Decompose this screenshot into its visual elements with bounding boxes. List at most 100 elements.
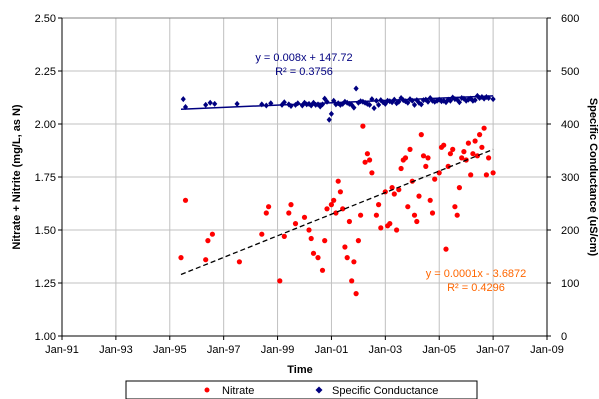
- nitrate-point: [407, 146, 413, 152]
- nitrate-point: [263, 210, 269, 216]
- nitrate-point: [461, 149, 467, 155]
- conductance-point: [483, 94, 489, 100]
- conductance-point: [376, 101, 382, 108]
- nitrate-point: [452, 204, 458, 210]
- conductance-trendline: [180, 95, 494, 110]
- x-axis-title: Time: [287, 364, 312, 376]
- nitrate-point: [349, 278, 355, 284]
- nitrate-point: [470, 151, 476, 157]
- conductance-trend-equation: y = 0.008x + 147.72: [255, 52, 352, 64]
- x-tick-label: Jan-09: [530, 344, 564, 356]
- left-y-axis-title: Nitrate + Nitrite (mg/L, as N): [11, 104, 23, 250]
- nitrate-point: [358, 212, 364, 218]
- nitrate-point: [376, 202, 382, 208]
- x-tick-label: Jan-07: [476, 344, 510, 356]
- left-y-tick-label: 1.50: [35, 225, 56, 237]
- nitrate-point: [209, 231, 215, 237]
- nitrate-point: [418, 132, 424, 138]
- conductance-point: [337, 101, 343, 108]
- nitrate-point: [346, 218, 352, 225]
- nitrate-point: [369, 170, 375, 176]
- nitrate-point: [331, 197, 337, 203]
- conductance-point: [486, 95, 492, 101]
- conductance-point: [394, 100, 400, 107]
- nitrate-point: [362, 159, 368, 165]
- conductance-point: [367, 101, 373, 108]
- conductance-point: [389, 99, 395, 106]
- nitrate-point: [474, 153, 480, 159]
- nitrate-point: [483, 172, 489, 178]
- nitrate-point: [429, 210, 436, 216]
- x-tick-label: Jan-91: [45, 344, 79, 356]
- conductance-trend-r2: R² = 0.3756: [275, 66, 333, 78]
- conductance-point: [382, 100, 388, 107]
- nitrate-point: [292, 221, 299, 227]
- nitrate-point: [182, 197, 189, 203]
- x-tick-label: Jan-97: [207, 344, 241, 356]
- left-y-tick-label: 1.75: [35, 172, 56, 184]
- nitrate-point: [465, 140, 471, 146]
- conductance-point: [281, 99, 287, 106]
- nitrate-point: [394, 227, 400, 233]
- nitrate-point: [344, 255, 350, 261]
- nitrate-point: [436, 170, 442, 176]
- right-y-tick-label: 300: [561, 172, 579, 184]
- x-tick-label: Jan-03: [369, 344, 403, 356]
- nitrate-point: [479, 144, 485, 150]
- nitrate-point: [472, 138, 478, 144]
- conductance-point: [328, 110, 334, 117]
- conductance-point: [425, 98, 431, 105]
- nitrate-point: [441, 142, 447, 148]
- conductance-point: [405, 99, 411, 106]
- conductance-point: [398, 95, 404, 101]
- conductance-point: [326, 116, 332, 123]
- right-y-axis-title: Specific Conductance (uS/cm): [587, 98, 599, 257]
- conductance-point: [456, 99, 462, 106]
- nitrate-point: [443, 246, 449, 252]
- trendlines: [180, 95, 494, 276]
- conductance-point: [380, 99, 386, 106]
- right-y-tick-label: 600: [561, 13, 579, 25]
- nitrate-trend-r2: R² = 0.4296: [447, 282, 505, 294]
- nitrate-point: [490, 170, 496, 176]
- nitrate-point: [405, 204, 411, 210]
- nitrate-point: [450, 146, 456, 152]
- nitrate-point: [378, 225, 384, 231]
- conductance-point: [212, 100, 218, 107]
- nitrate-point: [324, 206, 330, 212]
- nitrate-point: [411, 212, 418, 218]
- nitrate-point: [456, 185, 462, 191]
- conductance-point: [355, 99, 361, 106]
- nitrate-point: [266, 204, 272, 210]
- conductance-point: [234, 100, 240, 107]
- nitrate-point: [477, 132, 483, 138]
- nitrate-point: [414, 218, 420, 225]
- nitrate-point: [468, 172, 474, 178]
- conductance-point: [490, 96, 496, 103]
- nitrate-point: [310, 250, 317, 256]
- nitrate-point: [353, 291, 359, 297]
- nitrate-point: [360, 123, 366, 129]
- nitrate-point: [416, 193, 422, 199]
- nitrate-point: [328, 202, 334, 208]
- nitrate-point: [423, 163, 429, 169]
- nitrate-point: [286, 210, 292, 216]
- conductance-point: [411, 101, 418, 108]
- right-y-tick-label: 500: [561, 66, 579, 78]
- nitrate-point: [355, 238, 361, 244]
- conductance-point: [418, 101, 424, 108]
- nitrate-point: [391, 191, 397, 197]
- x-tick-label: Jan-99: [261, 344, 295, 356]
- legend-conductance-marker: [315, 386, 323, 394]
- conductance-point: [477, 95, 483, 101]
- left-y-tick-label: 2.00: [35, 119, 56, 131]
- nitrate-point: [364, 151, 370, 157]
- nitrate-point: [308, 235, 314, 242]
- nitrate-point: [322, 238, 328, 244]
- conductance-point: [207, 99, 213, 106]
- conductance-point: [470, 97, 476, 104]
- conductance-point: [353, 85, 359, 92]
- conductance-point: [203, 101, 209, 108]
- right-y-tick-label: 0: [561, 331, 567, 343]
